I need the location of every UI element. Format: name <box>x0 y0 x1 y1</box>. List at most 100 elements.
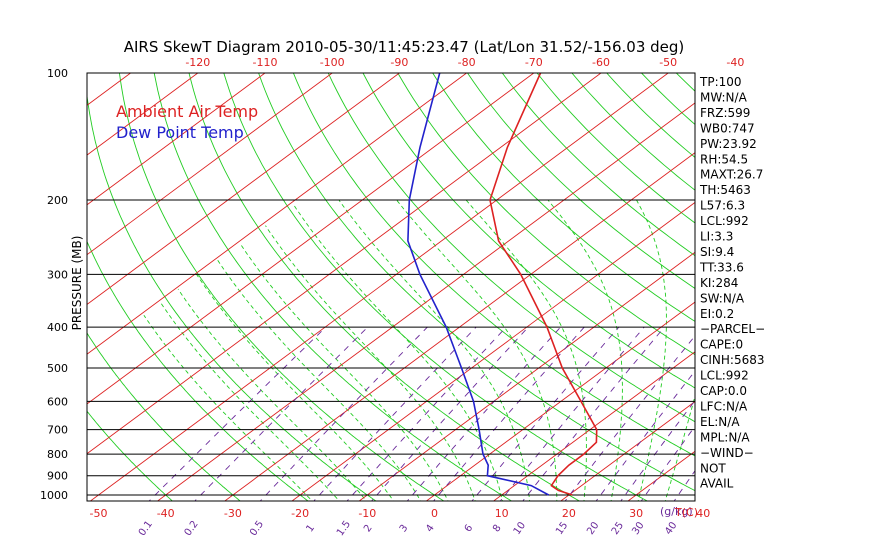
pressure-tick-labels: 100 200 300 400 500 600 700 800 900 1000 <box>40 67 68 502</box>
mixing-ratio-label: 0.5 <box>248 519 266 538</box>
isotherm <box>87 73 199 156</box>
moist-adiabat <box>196 274 395 501</box>
legend-dew-point: Dew Point Temp <box>116 123 244 142</box>
moist-adiabat <box>396 199 558 501</box>
mixing-ratio-label: 4 <box>424 523 437 535</box>
isotherm <box>758 64 870 504</box>
bottom-temp-tick-label: 20 <box>562 507 576 520</box>
dry-adiabat <box>87 410 174 501</box>
isotherm <box>291 201 695 501</box>
dry-adiabat <box>223 73 649 501</box>
background-lines <box>0 64 870 504</box>
mixing-ratio-line <box>499 326 645 501</box>
mixing-ratio-unit: (g/kg) <box>660 505 693 518</box>
bottom-temp-tick-label: -20 <box>291 507 309 520</box>
mixing-ratio-label: 2 <box>362 523 375 535</box>
legend: Ambient Air Temp Dew Point Temp <box>116 102 258 142</box>
bottom-temp-tick-labels: -50 -40 -30 -20 -10 0 10 20 30 40 <box>90 507 711 520</box>
index-value: SI:9.4 <box>700 245 734 259</box>
bottom-temp-tick-label: -40 <box>157 507 175 520</box>
isotherm <box>87 73 401 305</box>
mixing-ratio-line <box>433 326 585 501</box>
mixing-ratio-line <box>595 370 695 501</box>
top-temp-tick-label: -90 <box>390 56 408 69</box>
index-value: AVAIL <box>700 477 734 491</box>
dry-adiabat <box>188 73 581 501</box>
temp-unit: T(C) <box>674 506 698 519</box>
pressure-tick-label: 400 <box>47 321 68 334</box>
isotherm <box>492 351 695 501</box>
index-value: LFC:N/A <box>700 399 748 413</box>
index-value: LCL:992 <box>700 369 749 383</box>
top-temp-tick-label: -40 <box>726 56 744 69</box>
top-temp-tick-label: -110 <box>253 56 278 69</box>
isotherm <box>156 102 695 501</box>
dry-adiabat <box>397 73 695 356</box>
dry-adiabat <box>432 73 695 322</box>
moist-adiabat <box>265 225 476 501</box>
index-value: TP:100 <box>699 75 742 89</box>
bottom-temp-tick-label: 10 <box>495 507 509 520</box>
bottom-temp-tick-label: -10 <box>358 507 376 520</box>
mixing-ratio-label: 20 <box>585 520 601 537</box>
mixing-ratio-label: 10 <box>512 520 528 537</box>
top-temp-tick-label: -70 <box>525 56 543 69</box>
index-value: MPL:N/A <box>700 430 750 444</box>
moist-adiabat <box>177 288 367 501</box>
index-value: NOT <box>700 461 726 475</box>
moist-adiabat <box>636 199 667 501</box>
isotherm <box>0 64 76 504</box>
moist-adiabat <box>143 314 313 501</box>
moist-adiabat <box>465 199 587 501</box>
index-value: CINH:5683 <box>700 353 765 367</box>
dry-adiabat <box>804 64 870 504</box>
mixing-ratio-labels: 0.1 0.2 0.5 1 1.5 2 3 4 6 8 10 15 20 25 30 40 <box>137 519 680 538</box>
dry-adiabat <box>675 73 695 92</box>
top-temp-tick-labels: -120 -110 -100 -90 -80 -70 -60 -50 -40 <box>185 56 744 69</box>
bottom-temp-tick-label: 30 <box>629 507 643 520</box>
isotherm <box>87 73 333 256</box>
pressure-tick-label: 900 <box>47 470 68 483</box>
top-temp-tick-label: -80 <box>458 56 476 69</box>
isotherm <box>87 73 266 206</box>
pressure-tick-label: 700 <box>47 424 68 437</box>
dry-adiabat <box>839 64 870 504</box>
mixing-ratio-line <box>620 399 695 501</box>
mixing-ratio-label: 1.5 <box>335 519 353 538</box>
top-temp-tick-label: -100 <box>320 56 345 69</box>
isotherms <box>0 64 870 504</box>
moist-adiabat <box>160 302 340 501</box>
top-temp-tick-label: -60 <box>592 56 610 69</box>
mixing-ratio-label: 30 <box>630 520 646 537</box>
dry-adiabat <box>362 73 695 389</box>
dry-adiabat <box>327 73 695 423</box>
index-value: TH:5463 <box>699 183 751 197</box>
dry-adiabat <box>736 64 870 504</box>
dry-adiabat <box>466 73 695 289</box>
dry-adiabat <box>770 64 870 504</box>
moist-adiabat <box>338 199 531 501</box>
profiles <box>407 73 598 496</box>
mixing-ratio-label: 6 <box>463 523 476 535</box>
mixing-ratio-line <box>640 425 695 501</box>
mixing-ratio-line <box>370 326 529 501</box>
mixing-ratio-line <box>148 326 327 501</box>
index-value: SW:N/A <box>700 291 745 305</box>
mixing-ratio-label: 1 <box>304 523 317 535</box>
moist-adiabats <box>143 199 695 501</box>
isotherm <box>224 152 695 501</box>
index-value: TT:33.6 <box>699 260 744 274</box>
index-value: −WIND− <box>700 446 754 460</box>
isotherm <box>358 251 695 501</box>
mixing-ratio-line <box>522 326 665 501</box>
index-value: L57:6.3 <box>700 199 745 213</box>
mixing-ratio-line <box>346 326 507 501</box>
isotherm <box>0 64 9 504</box>
moist-adiabat <box>547 199 623 501</box>
index-value: RH:54.5 <box>700 152 748 166</box>
dry-adiabat <box>153 73 513 501</box>
dry-adiabat <box>292 73 695 457</box>
chart-title: AIRS SkewT Diagram 2010-05-30/11:45:23.4… <box>124 38 685 56</box>
pressure-tick-label: 100 <box>47 67 68 80</box>
